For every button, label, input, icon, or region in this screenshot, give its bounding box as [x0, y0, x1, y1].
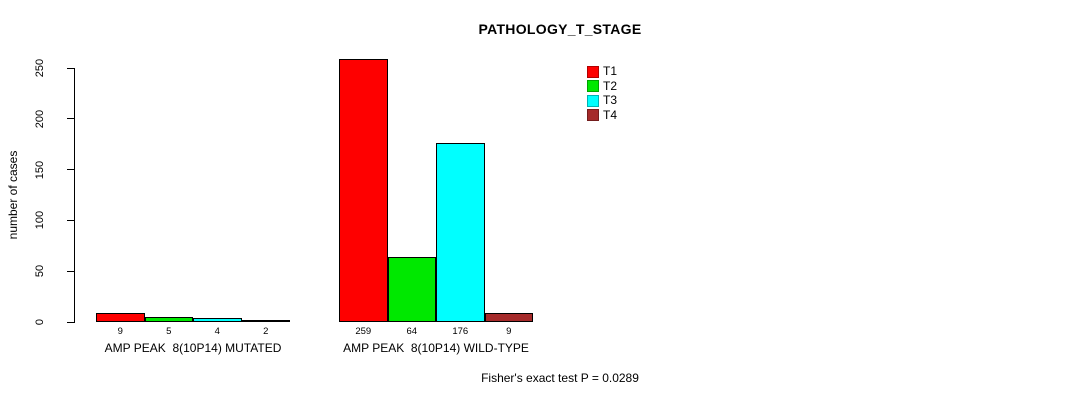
y-axis-tick-label: 250 — [34, 58, 46, 78]
legend-label: T3 — [603, 93, 618, 107]
y-axis-line — [74, 68, 75, 323]
bar-t3-group1 — [193, 317, 242, 322]
bar-value-label: 9 — [506, 326, 512, 337]
group-label-wild-type: AMP PEAK 8(10P14) WILD-TYPE — [343, 341, 529, 355]
legend-item-t4: T4 — [587, 107, 618, 122]
y-axis-tick-label: 100 — [34, 211, 46, 230]
chart-title: PATHOLOGY_T_STAGE — [478, 21, 642, 37]
legend-label: T1 — [603, 64, 618, 78]
bar-t2-group1 — [144, 316, 193, 322]
y-axis-tick-label: 200 — [34, 109, 46, 128]
bar-t3-group2 — [436, 143, 485, 322]
bar-t1-group2 — [339, 58, 388, 322]
bar-value-label: 259 — [355, 326, 372, 337]
y-axis-tick — [67, 169, 74, 171]
fisher-test-footnote: Fisher's exact test P = 0.0289 — [481, 371, 639, 385]
y-axis-tick — [67, 118, 74, 120]
y-axis-tick — [67, 67, 74, 69]
legend-item-t3: T3 — [587, 94, 617, 107]
bar-value-label: 64 — [406, 326, 418, 337]
legend-swatch-t4 — [587, 109, 599, 121]
bar-value-label: 5 — [166, 326, 172, 337]
legend-swatch-t3 — [587, 94, 599, 107]
legend-label: T4 — [603, 107, 618, 122]
y-axis-tick-label: 0 — [34, 318, 46, 326]
y-axis-tick — [67, 219, 74, 221]
y-axis-tick — [67, 321, 74, 323]
bar-value-label: 4 — [214, 326, 220, 337]
legend-swatch-t1 — [587, 65, 599, 78]
bar-t2-group2 — [387, 256, 436, 322]
legend-item-t1: T1 — [587, 65, 617, 78]
legend-item-t2: T2 — [587, 78, 618, 93]
group-label-mutated: AMP PEAK 8(10P14) MUTATED — [104, 341, 282, 355]
bar-value-label: 2 — [263, 326, 269, 337]
y-axis-tick — [67, 270, 74, 272]
bar-value-label: 9 — [117, 326, 123, 337]
legend-swatch-t2 — [587, 80, 599, 92]
legend-label: T2 — [603, 78, 618, 93]
bar-value-label: 176 — [452, 326, 469, 337]
bar-t4-group1 — [241, 319, 290, 322]
bar-t4-group2 — [484, 312, 533, 322]
bar-t1-group1 — [96, 312, 145, 322]
y-axis-tick-label: 50 — [34, 265, 46, 278]
y-axis-tick-label: 150 — [34, 160, 46, 179]
